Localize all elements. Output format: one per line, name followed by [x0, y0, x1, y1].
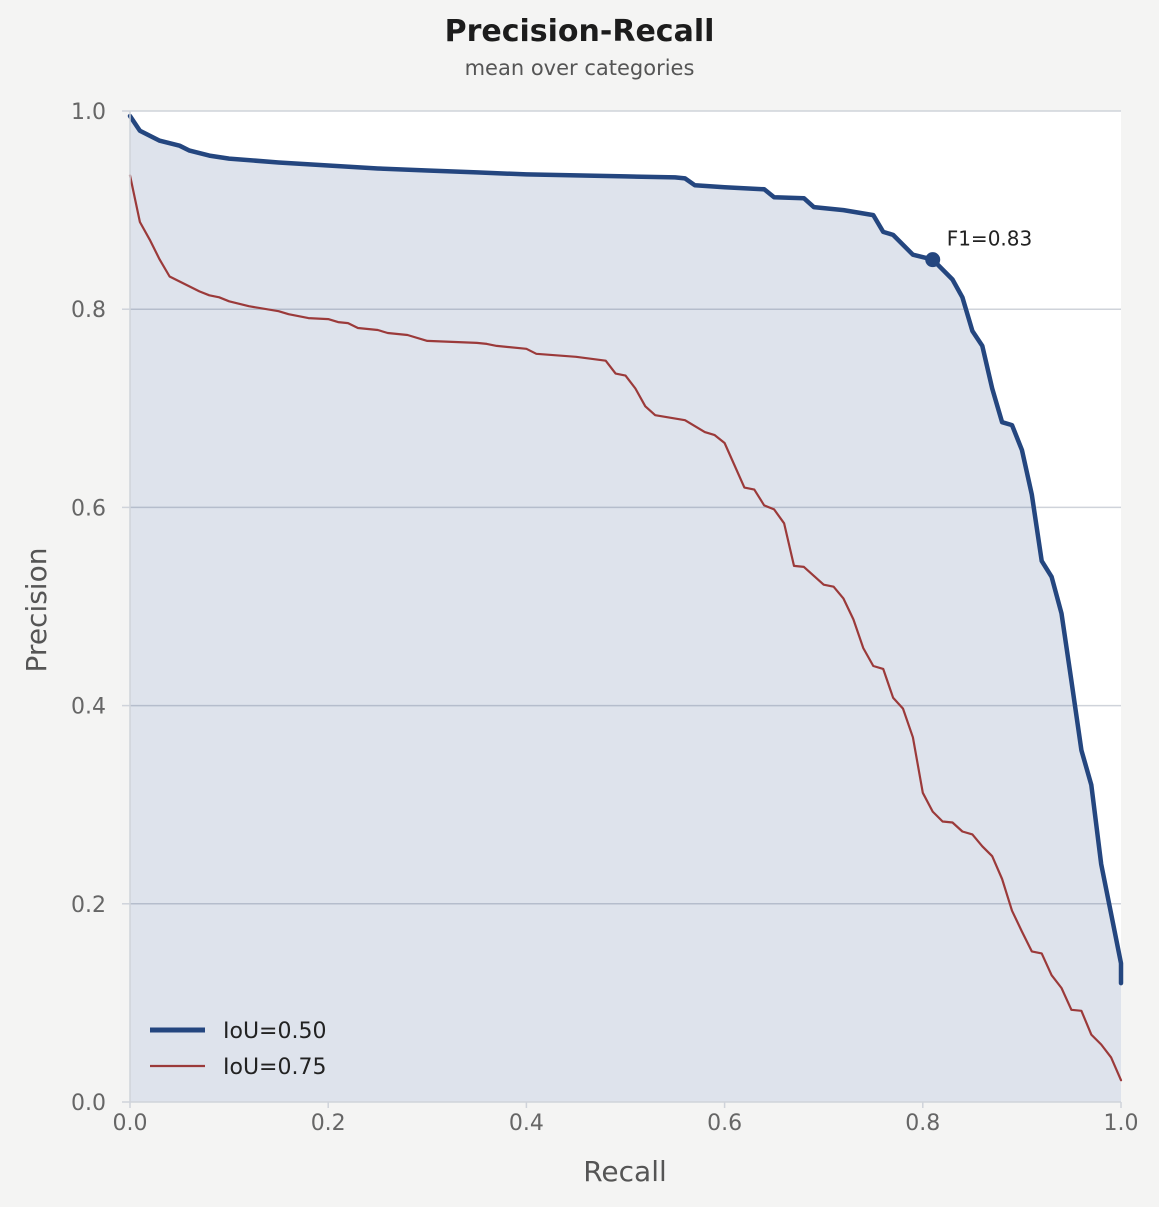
y-axis-label: Precision: [20, 548, 53, 673]
y-tick-label: 0.2: [71, 893, 106, 918]
legend-label-iou75: IoU=0.75: [223, 1055, 326, 1080]
y-tick-label: 0.4: [71, 695, 106, 720]
y-tick-label: 1.0: [71, 100, 106, 125]
chart-subtitle: mean over categories: [464, 56, 695, 80]
plot-background: [130, 111, 1121, 1102]
y-tick-label: 0.0: [71, 1091, 106, 1116]
axes: [129, 111, 1121, 1103]
line-series-1: [128, 174, 1123, 1082]
y-tick-label: 0.8: [71, 298, 106, 323]
x-tick-label: 0.0: [113, 1111, 148, 1136]
area-fill-series-0: [130, 116, 1121, 1102]
grid-lines: [130, 110, 1121, 905]
tick-labels: 0.0 0.2 0.4 0.6 0.8 1.0 0.0 0.2 0.4 0.6 0.8 1.0: [71, 100, 1139, 1136]
y-tick-label: 0.6: [71, 496, 106, 521]
chart-title: Precision-Recall: [444, 14, 715, 49]
f1-annotation-label: F1=0.83: [947, 227, 1033, 251]
f1-marker: [925, 252, 941, 268]
x-tick-label: 0.2: [311, 1111, 346, 1136]
legend: IoU=0.50 IoU=0.75: [150, 1019, 326, 1080]
markers: F1=0.83: [925, 227, 1032, 268]
line-series-0: [127, 113, 1124, 986]
area-fills: [130, 116, 1121, 1102]
x-axis-label: Recall: [583, 1155, 667, 1188]
x-tick-label: 0.8: [905, 1111, 940, 1136]
x-tick-label: 0.6: [707, 1111, 742, 1136]
legend-label-iou50: IoU=0.50: [223, 1019, 326, 1044]
x-tick-label: 0.4: [509, 1111, 544, 1136]
x-tick-label: 1.0: [1104, 1111, 1139, 1136]
series-lines: [127, 113, 1124, 1082]
